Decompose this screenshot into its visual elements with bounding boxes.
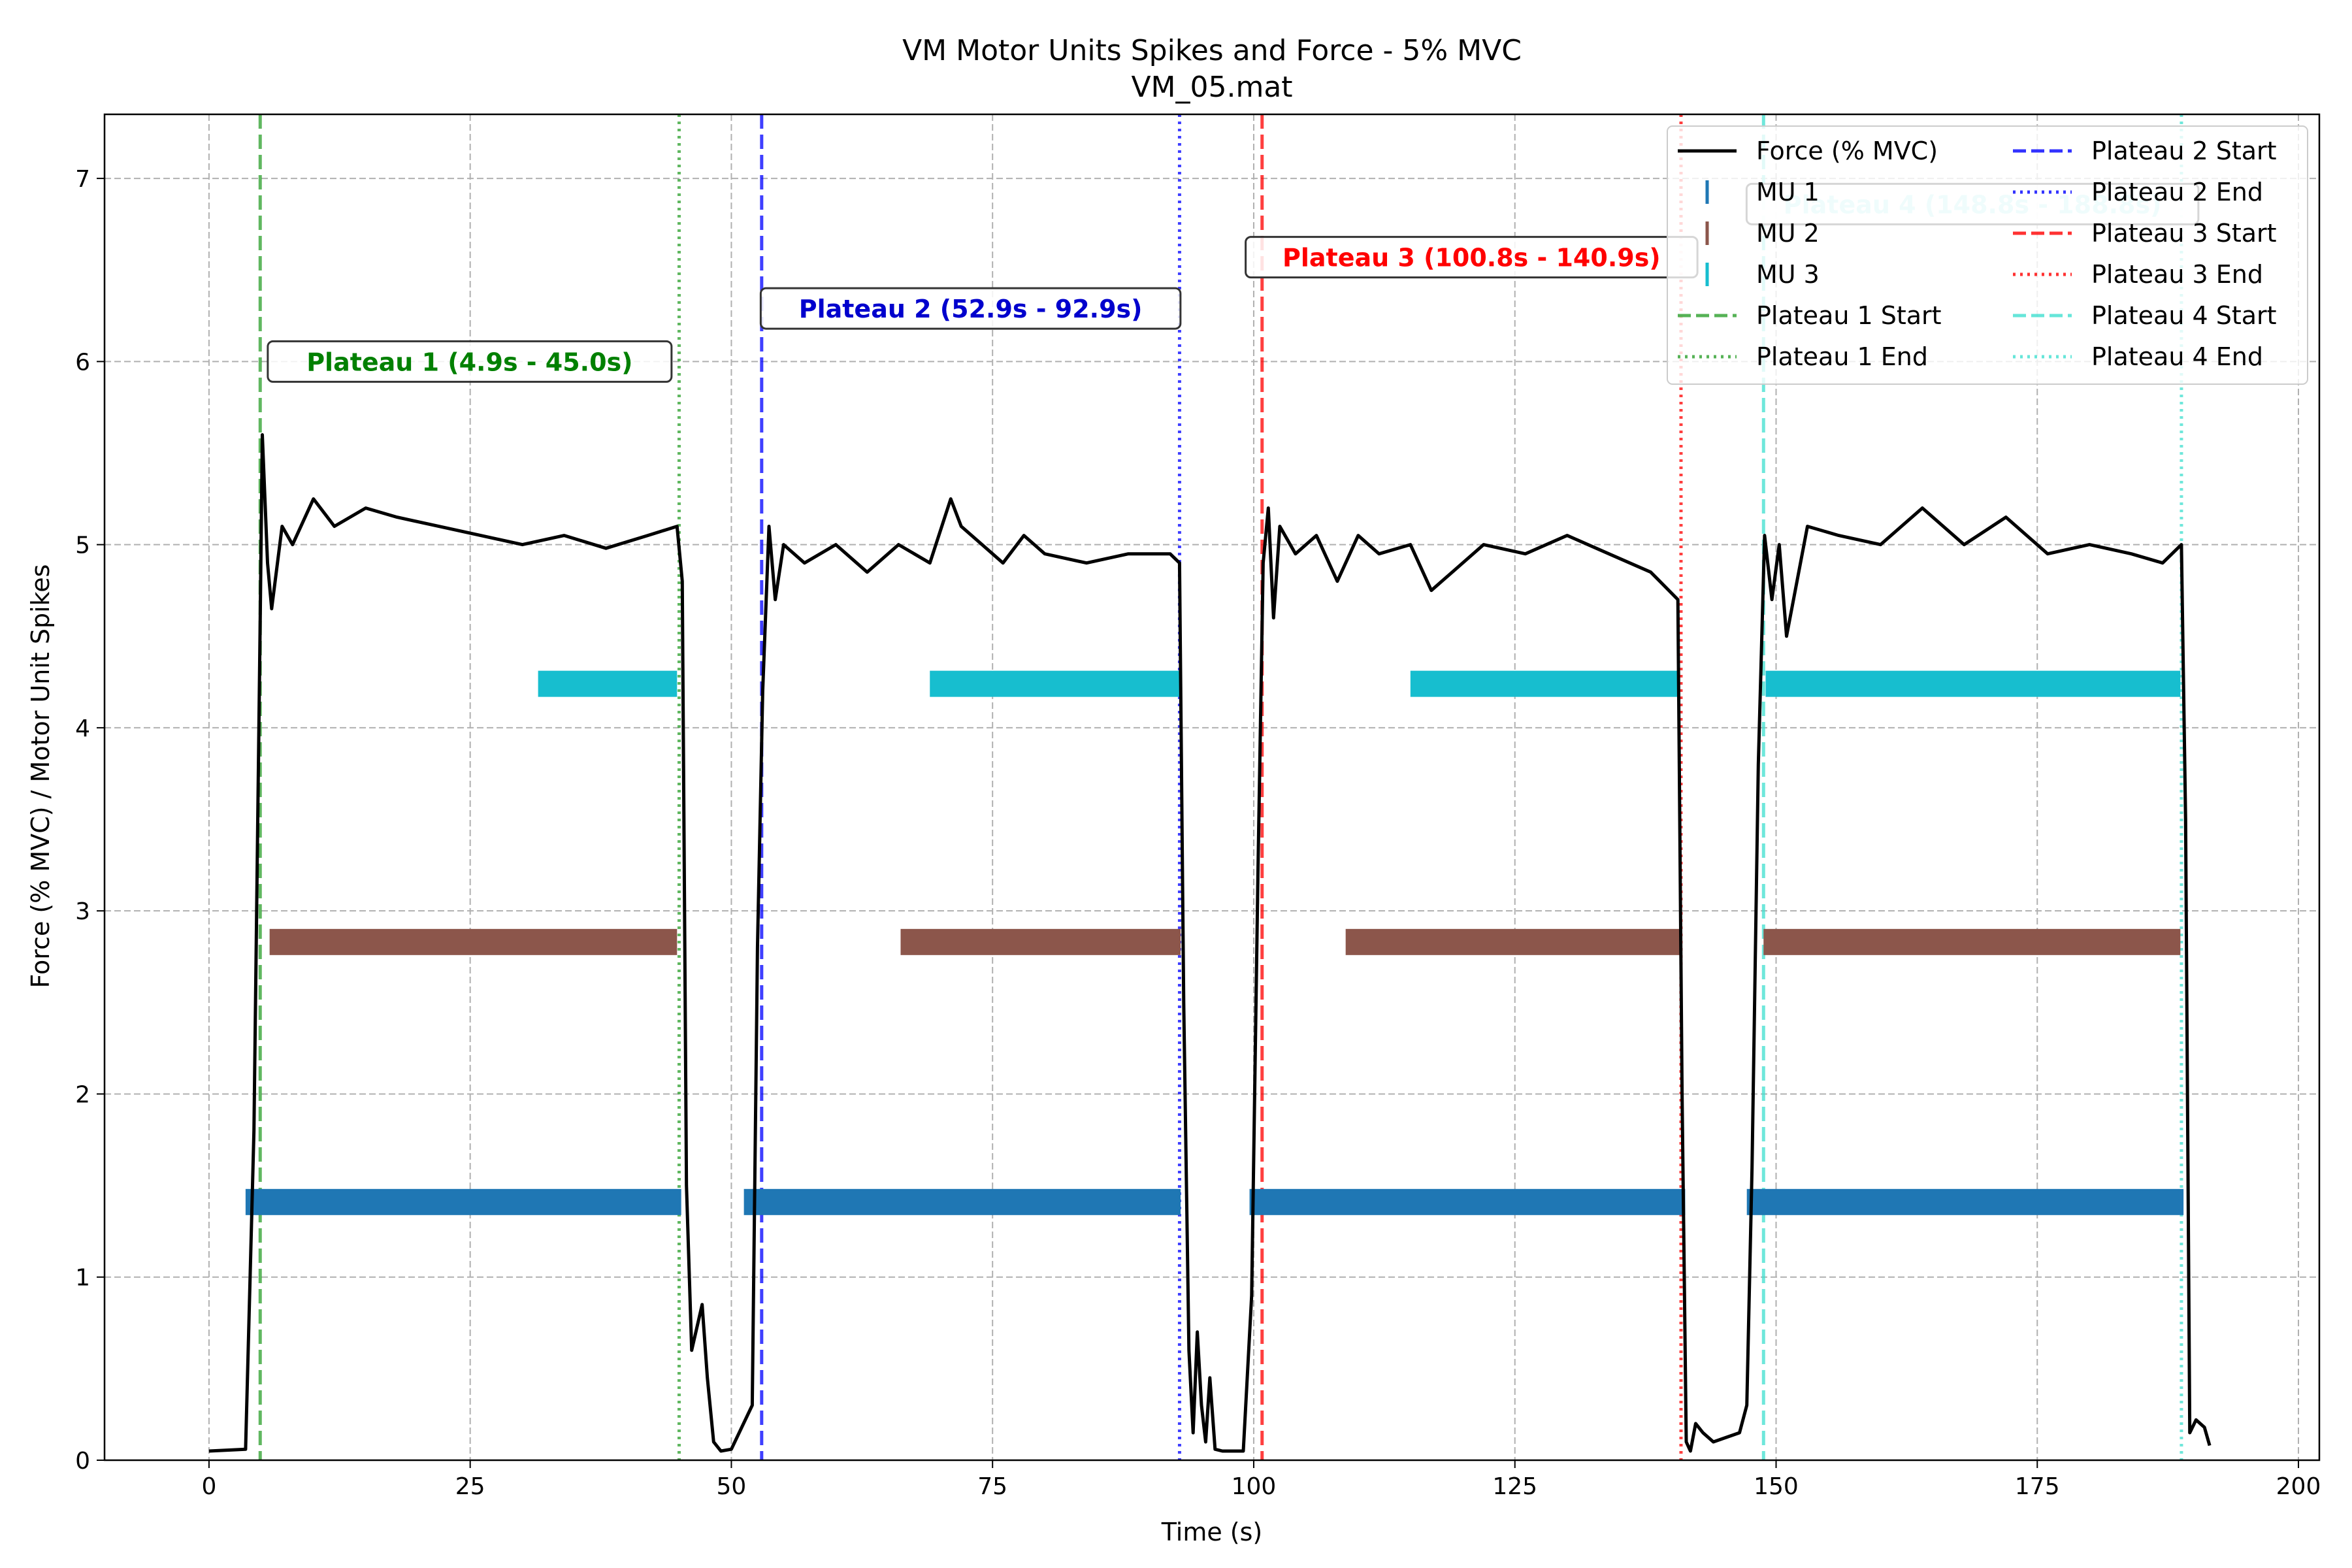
mu-2-spike-band [900,928,1181,955]
legend-label: MU 3 [1756,260,1820,289]
force-series [208,433,2212,1453]
axis-ticks: 0 25 50 75 100 125 150 175 200 0 1 2 3 4 5 6 7 [75,166,2321,1500]
legend-item: Plateau 4 Start [2013,301,2277,330]
x-tick-label: 125 [1492,1473,1537,1500]
mu-3-spike-band [930,670,1181,697]
legend-label: MU 1 [1756,178,1820,206]
legend-label: Plateau 4 Start [2091,301,2277,330]
chart-subtitle: VM_05.mat [1131,71,1292,104]
legend-label: Plateau 3 End [2091,260,2263,289]
mu-1-spike-band [245,1188,681,1215]
legend-item: Force (% MVC) [1678,137,1938,165]
plateau-3-label: Plateau 3 (100.8s - 140.9s) [1282,244,1661,272]
legend-item: MU 2 [1705,219,1820,248]
legend-label: Plateau 4 End [2091,342,2263,371]
chart-title: VM Motor Units Spikes and Force - 5% MVC [902,34,1522,67]
mu-1-spike-band [743,1188,1181,1215]
legend-item: Plateau 4 End [2013,342,2263,371]
legend-item: MU 1 [1705,178,1820,206]
mu-2-spike-band [1763,928,2181,955]
y-tick-label: 2 [75,1081,90,1108]
x-axis-label: Time (s) [1161,1518,1263,1546]
y-axis-label: Force (% MVC) / Motor Unit Spikes [26,564,55,988]
x-tick-label: 150 [1754,1473,1799,1500]
plateau-2-label-box [759,287,1182,330]
legend-label: Plateau 1 Start [1756,301,1942,330]
mu-3-spike-band [1765,670,2181,697]
mu-2-spike-band [1345,928,1680,955]
plateau-1-label: Plateau 1 (4.9s - 45.0s) [306,348,632,376]
force-line [208,433,2212,1453]
y-tick-label: 1 [75,1265,90,1292]
mu-1-spike-band [1249,1188,1686,1215]
y-tick-label: 3 [75,898,90,925]
x-tick-label: 0 [201,1473,216,1500]
x-tick-label: 50 [717,1473,747,1500]
mu-2-spike-band [269,928,678,955]
legend-label: Plateau 2 End [2091,178,2263,206]
legend-item: Plateau 3 End [2013,260,2263,289]
legend-label: Force (% MVC) [1756,137,1938,165]
legend-item: Plateau 2 End [2013,178,2263,206]
x-tick-label: 75 [977,1473,1007,1500]
x-tick-label: 175 [2015,1473,2060,1500]
legend: Force (% MVC) MU 1 MU 2 MU 3 Plateau 1 Start… [1667,125,2308,385]
motor-unit-spikes [245,670,2184,1215]
x-tick-label: 25 [455,1473,485,1500]
legend-label: Plateau 1 End [1756,342,1928,371]
legend-item: Plateau 2 Start [2013,137,2277,165]
y-tick-label: 7 [75,166,90,193]
legend-item: Plateau 1 Start [1678,301,1942,330]
x-tick-label: 100 [1232,1473,1277,1500]
y-tick-label: 4 [75,715,90,742]
plot-frame [103,113,2321,1462]
mu-3-spike-band [1410,670,1680,697]
y-tick-label: 5 [75,532,90,559]
legend-item: Plateau 1 End [1678,342,1928,371]
legend-label: Plateau 3 Start [2091,219,2277,248]
mu-3-spike-band [538,670,678,697]
mu-1-spike-band [1746,1188,2184,1215]
plateau-1-label-box [267,340,673,383]
legend-item: MU 3 [1705,260,1820,289]
legend-label: Plateau 2 Start [2091,137,2277,165]
legend-label: MU 2 [1756,219,1820,248]
legend-item: Plateau 3 Start [2013,219,2277,248]
y-tick-label: 0 [75,1448,90,1475]
x-tick-label: 200 [2276,1473,2321,1500]
plateau-2-label: Plateau 2 (52.9s - 92.9s) [799,295,1143,323]
legend-box [1667,125,2308,385]
y-tick-label: 6 [75,349,90,376]
